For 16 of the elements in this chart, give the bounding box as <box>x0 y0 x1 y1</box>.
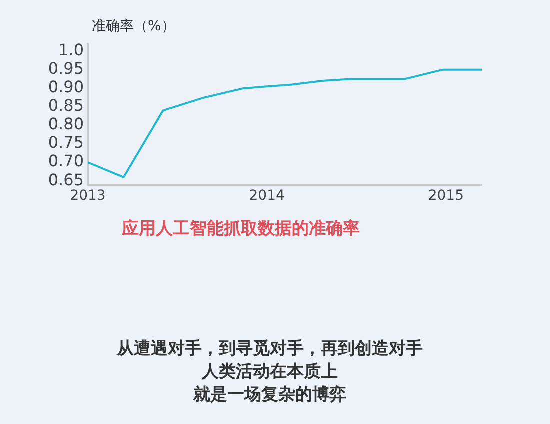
x-tick-label: 2014 <box>249 188 285 204</box>
y-tick-label: 0.95 <box>48 59 84 78</box>
y-tick-label: 0.75 <box>48 133 84 152</box>
y-axis-title: 准确率（%） <box>92 18 176 35</box>
text: 人类活动在本质上 <box>200 361 339 384</box>
text: 从遭遇对手，到寻觅对手，再到创造对手 <box>116 338 424 361</box>
y-tick-label: 0.80 <box>48 114 84 134</box>
text: 应用人工智能抓取数据的准确率 <box>121 219 360 240</box>
y-tick-label: 1.0 <box>58 40 84 60</box>
text: 就是一场复杂的博弈 <box>192 384 348 407</box>
x-tick-label: 2015 <box>428 188 464 204</box>
x-tick-label: 2013 <box>70 188 106 204</box>
y-tick-label: 0.85 <box>48 96 84 116</box>
y-tick-label: 0.65 <box>48 170 84 190</box>
y-tick-label: 0.70 <box>48 152 84 171</box>
y-tick-label: 0.90 <box>48 78 84 97</box>
